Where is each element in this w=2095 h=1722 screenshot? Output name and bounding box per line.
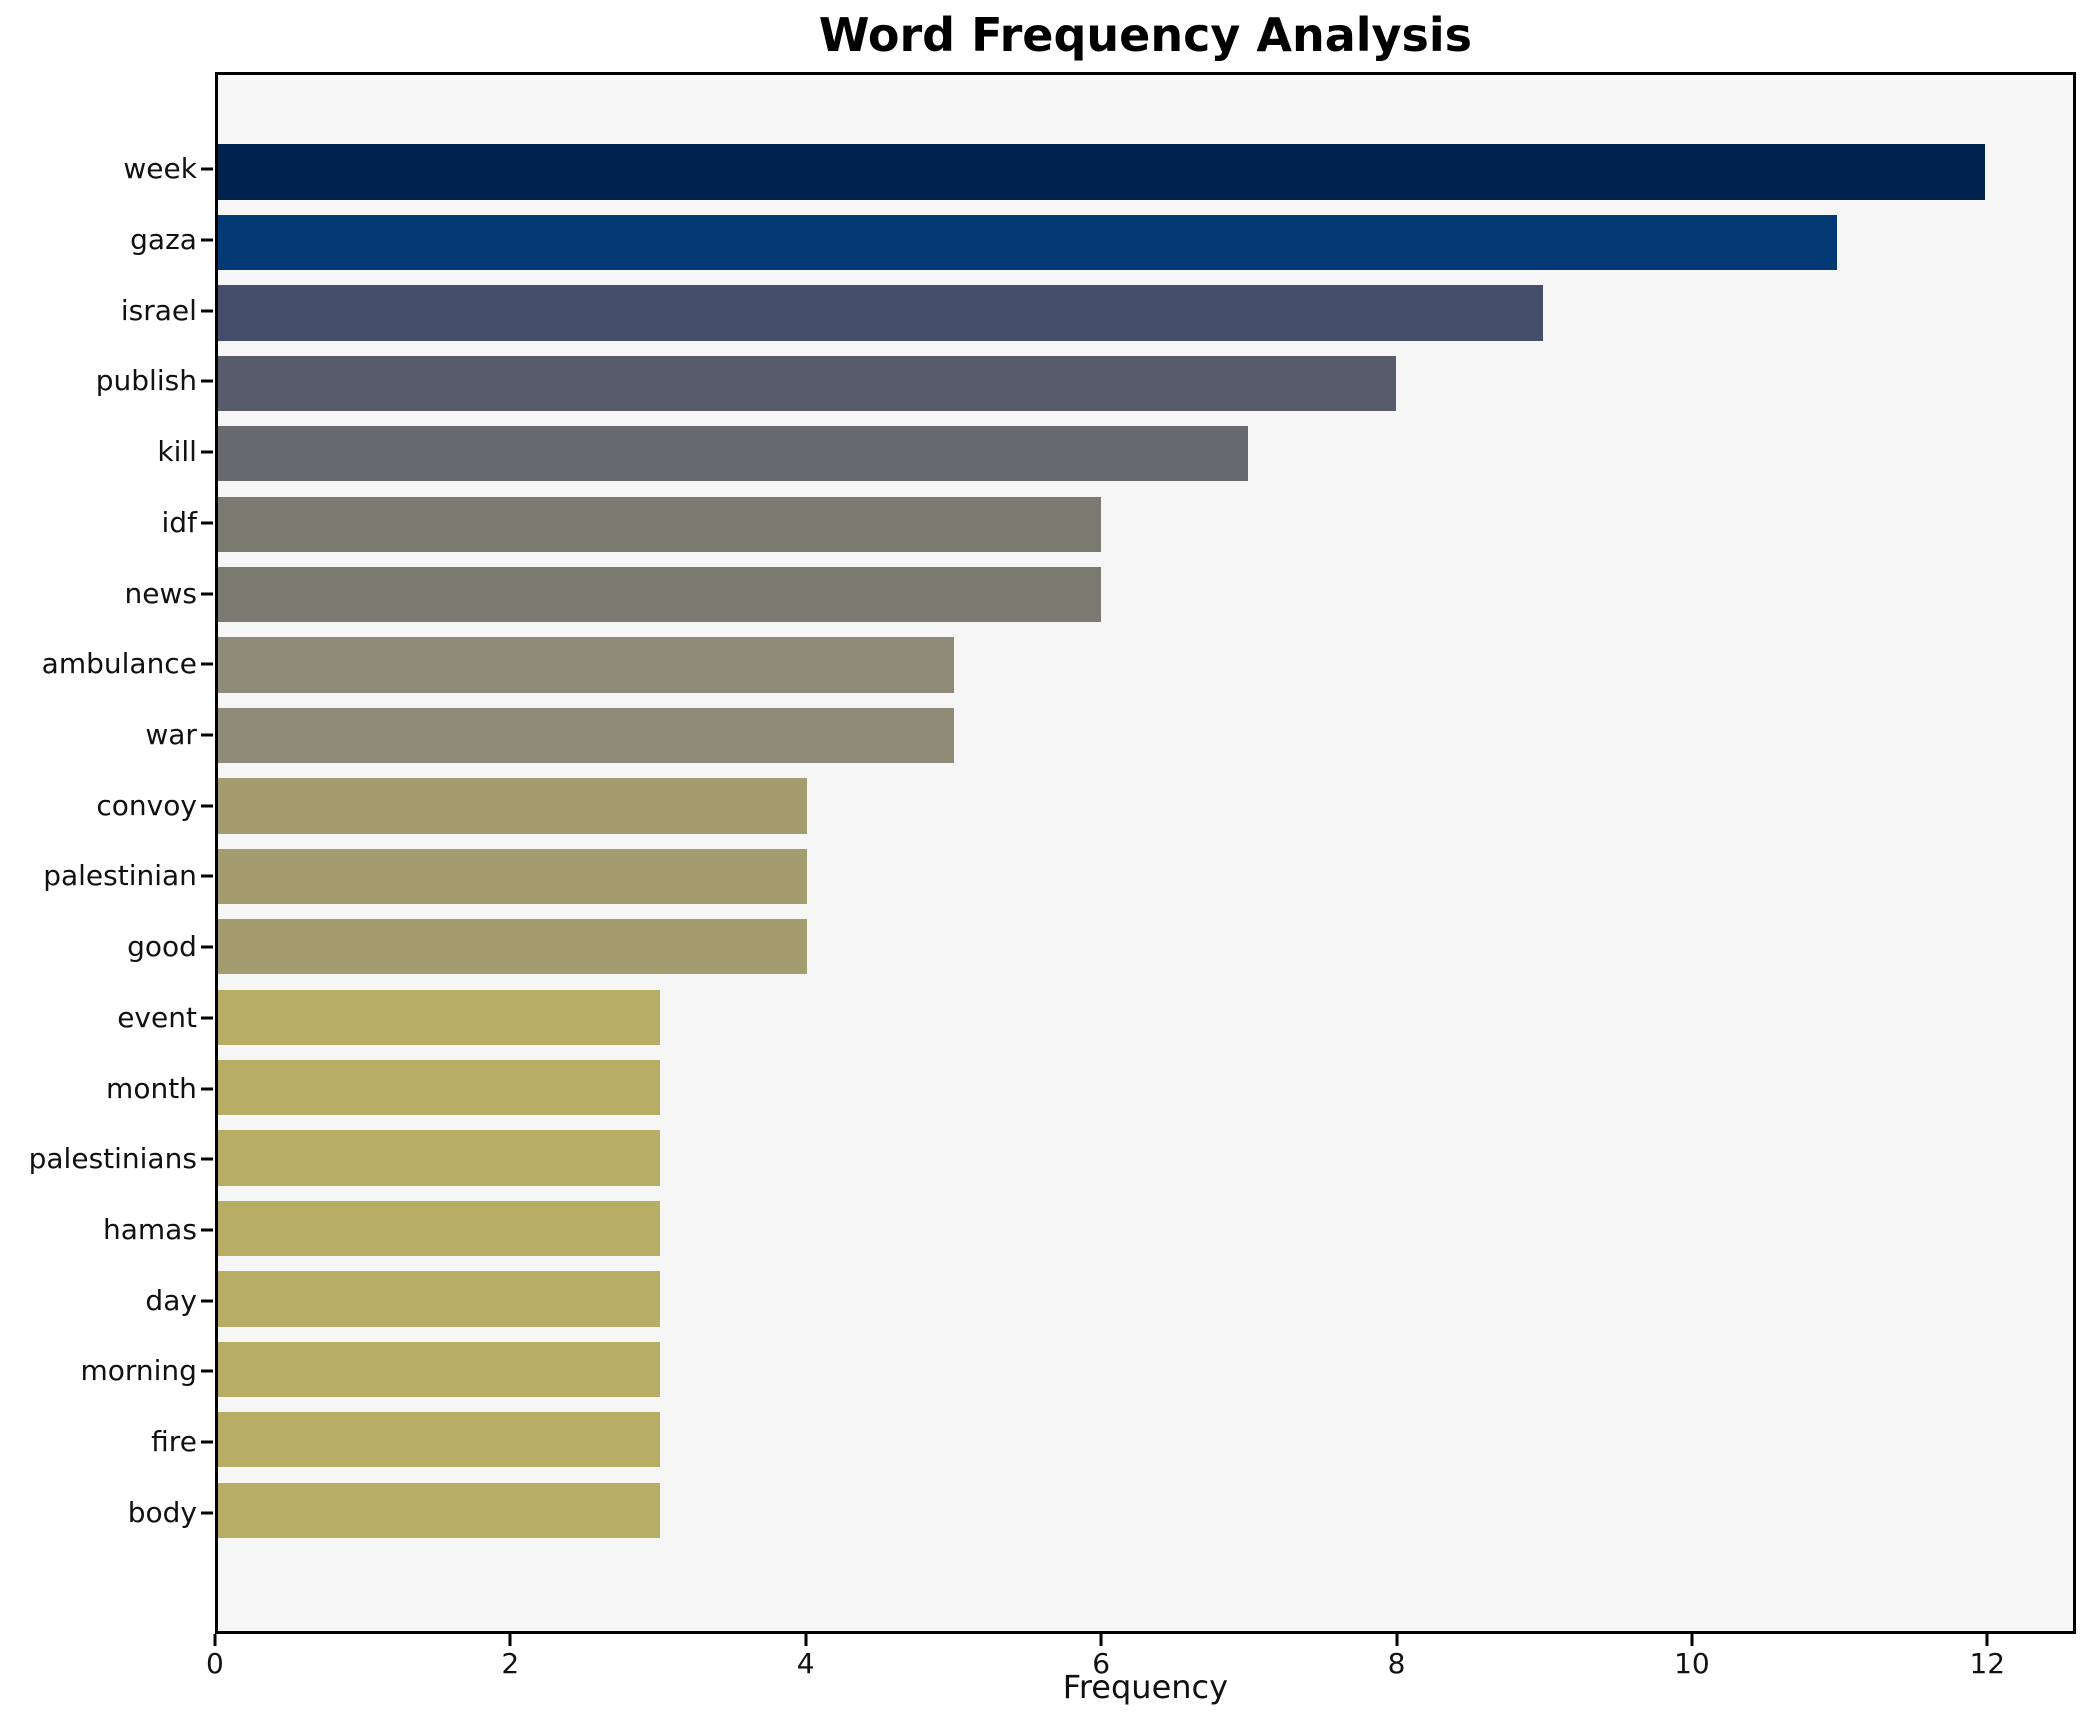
bar-palestinian bbox=[217, 848, 807, 904]
x-tick-label-8: 8 bbox=[1387, 1647, 1406, 1680]
y-tick-mark-palestinians bbox=[200, 1157, 213, 1161]
y-tick-mark-publish bbox=[200, 379, 213, 383]
y-tick-mark-body bbox=[200, 1511, 213, 1515]
y-tick-label-publish: publish bbox=[95, 364, 197, 398]
x-tick-label-2: 2 bbox=[501, 1647, 520, 1680]
y-tick-label-convoy: convoy bbox=[96, 788, 197, 822]
x-tick-mark-2 bbox=[508, 1634, 512, 1646]
y-tick-label-hamas: hamas bbox=[103, 1212, 197, 1246]
y-tick-label-body: body bbox=[127, 1495, 197, 1529]
x-tick-label-6: 6 bbox=[1092, 1647, 1111, 1680]
y-tick-mark-day bbox=[200, 1299, 213, 1303]
x-tick-label-0: 0 bbox=[206, 1647, 224, 1680]
y-tick-mark-gaza bbox=[200, 238, 213, 242]
bar-ambulance bbox=[217, 637, 955, 693]
plot-area bbox=[214, 71, 2076, 1634]
y-tick-label-palestinians: palestinians bbox=[28, 1142, 197, 1176]
y-tick-mark-news bbox=[200, 592, 213, 596]
y-tick-mark-idf bbox=[200, 521, 213, 525]
bar-news bbox=[217, 566, 1102, 623]
y-tick-mark-week bbox=[200, 167, 213, 171]
bar-body bbox=[217, 1482, 660, 1538]
x-tick-label-4: 4 bbox=[796, 1647, 815, 1680]
bar-war bbox=[217, 707, 955, 764]
y-tick-mark-morning bbox=[200, 1369, 213, 1373]
y-tick-label-fire: fire bbox=[151, 1425, 197, 1459]
bar-kill bbox=[217, 426, 1249, 482]
y-tick-mark-month bbox=[200, 1087, 213, 1091]
bar-fire bbox=[217, 1412, 660, 1468]
y-tick-label-war: war bbox=[145, 718, 197, 752]
y-tick-mark-war bbox=[200, 733, 213, 737]
y-tick-label-news: news bbox=[124, 576, 197, 610]
y-tick-label-israel: israel bbox=[120, 293, 197, 327]
x-tick-mark-10 bbox=[1690, 1634, 1694, 1646]
bar-gaza bbox=[217, 214, 1838, 271]
x-tick-mark-4 bbox=[804, 1634, 808, 1646]
bar-palestinians bbox=[217, 1130, 660, 1186]
y-tick-mark-palestinian bbox=[200, 874, 213, 878]
x-tick-mark-0 bbox=[213, 1634, 217, 1646]
x-axis: 0 2 4 6 8 10 12 bbox=[206, 1634, 2076, 1694]
y-axis-labels: week gaza israel publish kill idf news ambulanc… bbox=[0, 72, 197, 1634]
bar-week bbox=[217, 144, 1985, 200]
bar-israel bbox=[217, 285, 1543, 341]
y-tick-label-palestinian: palestinian bbox=[43, 859, 197, 893]
y-tick-label-morning: morning bbox=[80, 1354, 197, 1388]
y-tick-mark-ambulance bbox=[200, 662, 213, 666]
y-tick-label-idf: idf bbox=[161, 505, 197, 539]
x-tick-mark-12 bbox=[1985, 1634, 1989, 1646]
y-tick-mark-event bbox=[200, 1016, 213, 1020]
x-tick-mark-8 bbox=[1395, 1634, 1398, 1646]
bar-hamas bbox=[217, 1200, 660, 1257]
y-tick-label-week: week bbox=[123, 152, 197, 186]
bar-idf bbox=[217, 496, 1102, 552]
y-tick-label-ambulance: ambulance bbox=[41, 647, 197, 681]
y-tick-mark-kill bbox=[200, 450, 213, 454]
x-axis-title: Frequency bbox=[1062, 1668, 1229, 1707]
x-tick-mark-6 bbox=[1099, 1634, 1103, 1646]
bar-day bbox=[217, 1271, 660, 1327]
y-tick-label-month: month bbox=[106, 1071, 197, 1105]
bar-good bbox=[217, 919, 807, 975]
y-tick-label-day: day bbox=[145, 1283, 197, 1317]
x-tick-label-12: 12 bbox=[1969, 1647, 2006, 1680]
bar-convoy bbox=[217, 778, 807, 834]
y-tick-mark-hamas bbox=[200, 1228, 213, 1232]
chart-title: Word Frequency Analysis bbox=[818, 8, 1473, 62]
bar-morning bbox=[217, 1341, 660, 1397]
bar-publish bbox=[217, 355, 1396, 411]
y-tick-label-kill: kill bbox=[157, 435, 197, 469]
y-tick-label-good: good bbox=[127, 930, 197, 964]
bar-month bbox=[217, 1059, 660, 1116]
y-tick-mark-convoy bbox=[200, 804, 213, 808]
y-tick-label-event: event bbox=[117, 1000, 197, 1034]
bars-container bbox=[217, 75, 2073, 1631]
y-tick-mark-good bbox=[200, 945, 213, 949]
y-tick-label-gaza: gaza bbox=[130, 223, 197, 257]
x-tick-label-10: 10 bbox=[1674, 1647, 1710, 1680]
bar-event bbox=[217, 989, 660, 1045]
y-tick-mark-israel bbox=[200, 309, 213, 313]
y-tick-mark-fire bbox=[200, 1440, 213, 1444]
